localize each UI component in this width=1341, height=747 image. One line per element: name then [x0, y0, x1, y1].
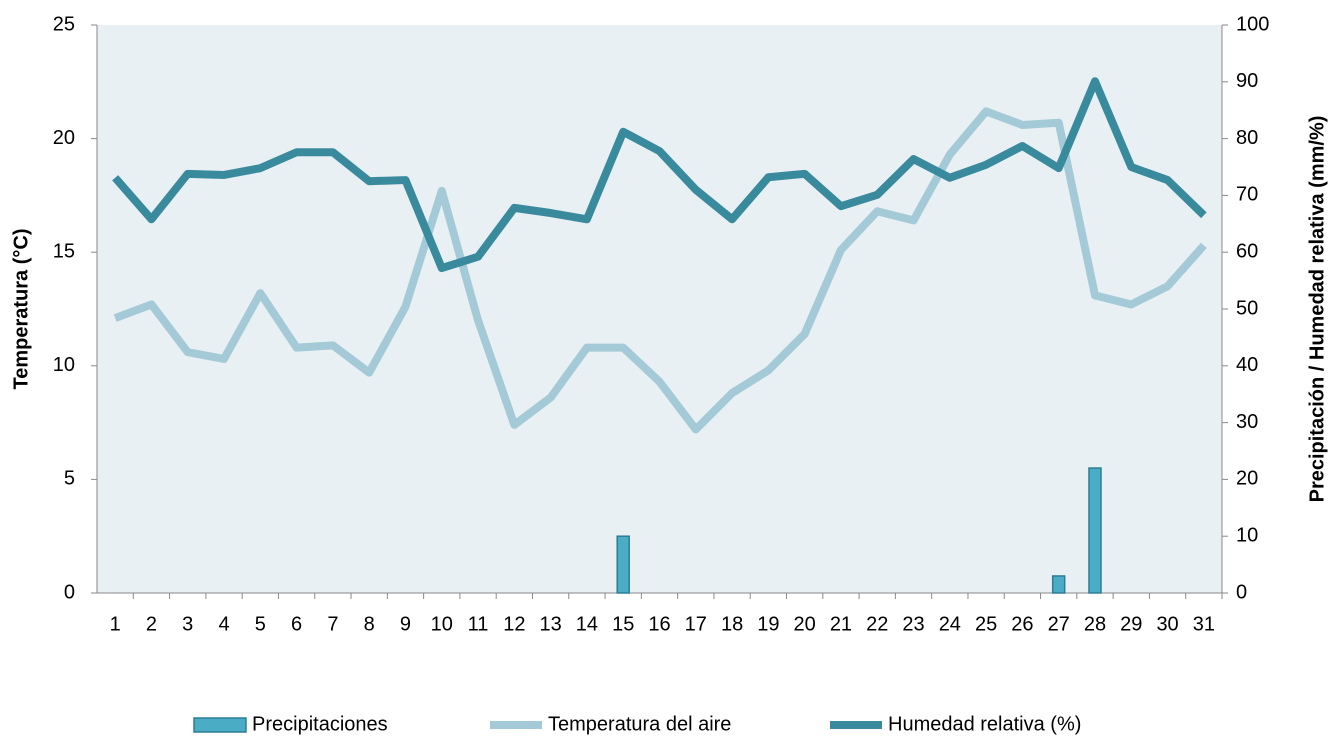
bar — [1088, 467, 1102, 594]
x-tick-label: 24 — [939, 613, 961, 635]
line — [113, 107, 1207, 434]
y2-tick-label: 100 — [1236, 13, 1269, 35]
line — [112, 77, 1207, 273]
x-tick-label: 31 — [1193, 613, 1215, 635]
y2-tick-label: 70 — [1236, 184, 1258, 206]
x-tick-label: 17 — [685, 613, 707, 635]
x-tick-label: 4 — [218, 613, 229, 635]
y-tick-label: 25 — [53, 13, 75, 35]
legend-label: Humedad relativa (%) — [888, 713, 1081, 735]
x-tick-label: 15 — [612, 613, 634, 635]
x-tick-label: 28 — [1084, 613, 1106, 635]
x-tick-label: 25 — [975, 613, 997, 635]
x-tick-label: 1 — [110, 613, 121, 635]
x-tick-label: 23 — [902, 613, 924, 635]
x-tick-label: 11 — [468, 613, 489, 635]
x-tick-label: 21 — [830, 613, 852, 635]
y2-tick-label: 30 — [1236, 411, 1258, 433]
x-tick-label: 26 — [1011, 613, 1033, 635]
legend-label: Temperatura del aire — [548, 713, 731, 735]
x-tick-label: 2 — [146, 613, 157, 635]
x-tick-label: 16 — [648, 613, 670, 635]
x-tick-label: 8 — [364, 613, 375, 635]
x-tick-label: 14 — [576, 613, 598, 635]
x-tick-label: 13 — [540, 613, 562, 635]
x-tick-label: 20 — [794, 613, 816, 635]
y2-tick-label: 40 — [1236, 354, 1258, 376]
y2-tick-label: 50 — [1236, 297, 1258, 319]
bar — [1051, 575, 1066, 594]
legend-swatch — [193, 717, 247, 733]
x-tick-label: 30 — [1156, 613, 1178, 635]
y-tick-label: 5 — [64, 468, 75, 490]
plot-area — [97, 25, 1222, 593]
x-tick-label: 6 — [291, 613, 302, 635]
y2-tick-label: 0 — [1236, 581, 1247, 603]
y2-tick-label: 60 — [1236, 240, 1258, 262]
y-axis-title: Temperatura (°C) — [10, 229, 32, 390]
y-tick-label: 0 — [64, 581, 75, 603]
y2-tick-label: 10 — [1236, 524, 1258, 546]
x-tick-label: 19 — [757, 613, 779, 635]
y2-axis-title: Precipitación / Humedad relativa (mm/%) — [1306, 116, 1328, 503]
x-tick-label: 22 — [866, 613, 888, 635]
x-tick-label: 29 — [1120, 613, 1142, 635]
y2-tick-label: 90 — [1236, 70, 1258, 92]
y2-tick-label: 20 — [1236, 468, 1258, 490]
x-tick-label: 3 — [182, 613, 193, 635]
legend-label: Precipitaciones — [252, 713, 388, 735]
x-tick-label: 12 — [503, 613, 525, 635]
x-tick-label: 27 — [1048, 613, 1070, 635]
x-tick-label: 9 — [400, 613, 411, 635]
y-tick-label: 15 — [53, 240, 75, 262]
bar — [616, 535, 630, 594]
x-tick-label: 7 — [327, 613, 338, 635]
y-tick-label: 20 — [53, 127, 75, 149]
x-tick-label: 18 — [721, 613, 743, 635]
x-tick-label: 10 — [431, 613, 453, 635]
y-tick-label: 10 — [53, 354, 75, 376]
x-tick-label: 5 — [255, 613, 266, 635]
y2-tick-label: 80 — [1236, 127, 1258, 149]
